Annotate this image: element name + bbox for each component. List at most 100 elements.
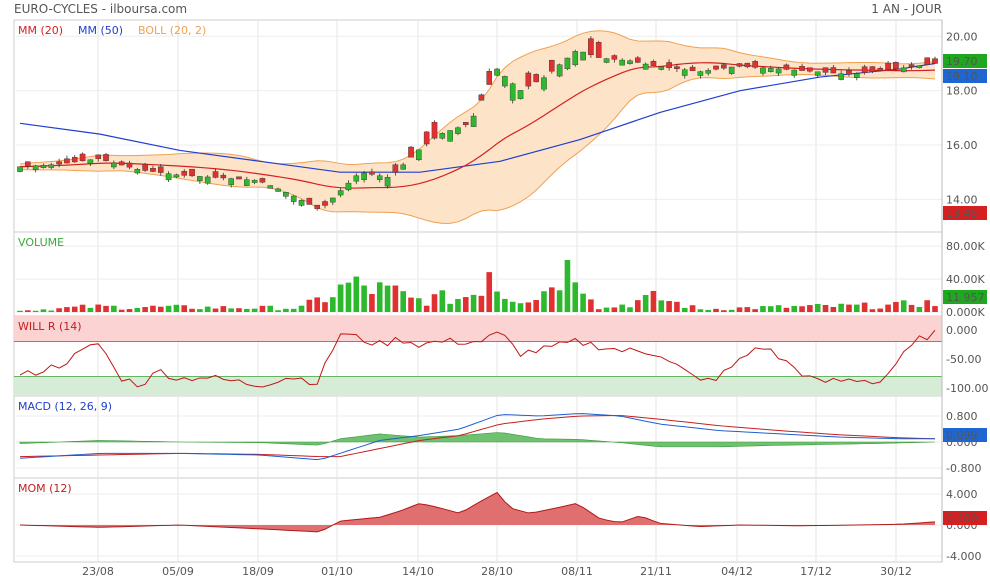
candle-body — [40, 164, 47, 168]
volume-bar — [40, 309, 47, 312]
volume-bar — [447, 303, 453, 312]
candle-body — [595, 42, 602, 58]
candle-body — [846, 70, 852, 75]
candle-body — [517, 90, 524, 100]
period-selector[interactable]: 1 AN - JOUR — [871, 2, 942, 16]
volume-bar — [353, 276, 360, 312]
volume-bar — [220, 306, 227, 312]
candle-body — [236, 176, 242, 180]
candle-body — [243, 179, 250, 186]
candle-body — [228, 178, 234, 186]
candle-body — [697, 71, 704, 76]
volume-bar — [400, 291, 407, 312]
candle-body — [134, 169, 141, 174]
volume-bar — [932, 306, 938, 312]
volume-bar — [197, 309, 203, 312]
price-badge — [943, 206, 987, 220]
x-tick-label: 04/12 — [721, 565, 753, 578]
volume-bar — [111, 305, 117, 312]
volume-bar — [118, 309, 125, 312]
mm20-line — [19, 62, 936, 189]
candle-body — [767, 68, 774, 72]
volume-bar — [17, 310, 23, 312]
volume-bar — [846, 304, 852, 312]
volume-bar — [619, 304, 625, 312]
volume-bar — [283, 308, 289, 312]
candle-body — [752, 61, 758, 68]
volume-bar — [416, 298, 422, 312]
volume-bar — [595, 309, 602, 312]
volume-bar — [423, 305, 430, 312]
volume-tick-label: 40.00K — [946, 273, 985, 286]
candle-body — [142, 164, 148, 171]
volume-bar — [392, 285, 399, 312]
volume-bar — [369, 293, 375, 312]
candle-body — [197, 176, 203, 181]
candle-body — [259, 178, 266, 183]
volume-bar — [95, 304, 102, 312]
volume-bar — [822, 305, 829, 312]
candle-body — [275, 188, 281, 192]
legend-item: MM (20) — [18, 24, 63, 37]
candle-body — [212, 171, 219, 178]
x-tick-label: 17/12 — [800, 565, 832, 578]
macd-badge — [943, 428, 987, 442]
candle-body — [635, 57, 641, 63]
candle-body — [885, 62, 891, 71]
candle-body — [681, 69, 688, 76]
volume-bar — [760, 306, 766, 312]
volume-bar — [564, 260, 571, 312]
volume-bar — [900, 300, 907, 312]
volume-bar — [322, 302, 328, 312]
volume-bar — [71, 306, 78, 312]
candle-body — [455, 127, 461, 134]
volume-bar — [525, 302, 532, 312]
candle-body — [181, 171, 188, 176]
mom-tick-label: 4.000 — [946, 488, 978, 501]
volume-bar — [314, 297, 320, 312]
candle-body — [580, 51, 586, 61]
candle-body — [173, 174, 180, 178]
candle-body — [290, 195, 297, 202]
candle-body — [32, 165, 39, 171]
mom-panel-label: MOM (12) — [18, 482, 72, 495]
volume-bar — [361, 285, 367, 312]
volume-tick-label: 80.00K — [946, 240, 985, 253]
price-tick-label: 20.00 — [946, 30, 978, 43]
volume-bar — [267, 305, 274, 312]
bollinger-band-fill — [20, 30, 935, 224]
candle-body — [64, 158, 70, 164]
volume-bar — [455, 299, 461, 312]
candle-body — [627, 60, 633, 64]
candle-body — [666, 62, 672, 69]
mom-badge — [943, 511, 987, 525]
volume-bar — [627, 307, 633, 312]
price-badge-label: 19.10 — [946, 70, 978, 83]
volume-bar — [689, 305, 696, 312]
macd-histogram — [19, 432, 936, 448]
candle-body — [791, 69, 798, 76]
volume-bar — [103, 305, 109, 312]
volume-bar — [853, 304, 860, 312]
candle-body — [689, 66, 696, 71]
bollinger-upper-line — [19, 30, 936, 166]
volume-bar — [259, 305, 266, 312]
candle-body — [619, 59, 625, 66]
willr-panel-label: WILL R (14) — [18, 320, 82, 333]
candle-body — [893, 62, 899, 70]
candle-body — [838, 73, 844, 80]
candle-body — [17, 166, 23, 172]
candle-body — [126, 162, 133, 168]
volume-bar — [908, 304, 915, 312]
chart-title: EURO-CYCLES - ilboursa.com — [14, 2, 188, 16]
candle-body — [462, 122, 469, 126]
candle-body — [760, 67, 766, 74]
volume-bar — [861, 302, 868, 312]
volume-bar — [337, 284, 344, 312]
volume-bar — [924, 300, 930, 312]
volume-bar — [509, 301, 516, 312]
volume-bar — [150, 305, 156, 312]
volume-bar — [56, 308, 62, 312]
mom-area — [20, 492, 935, 532]
